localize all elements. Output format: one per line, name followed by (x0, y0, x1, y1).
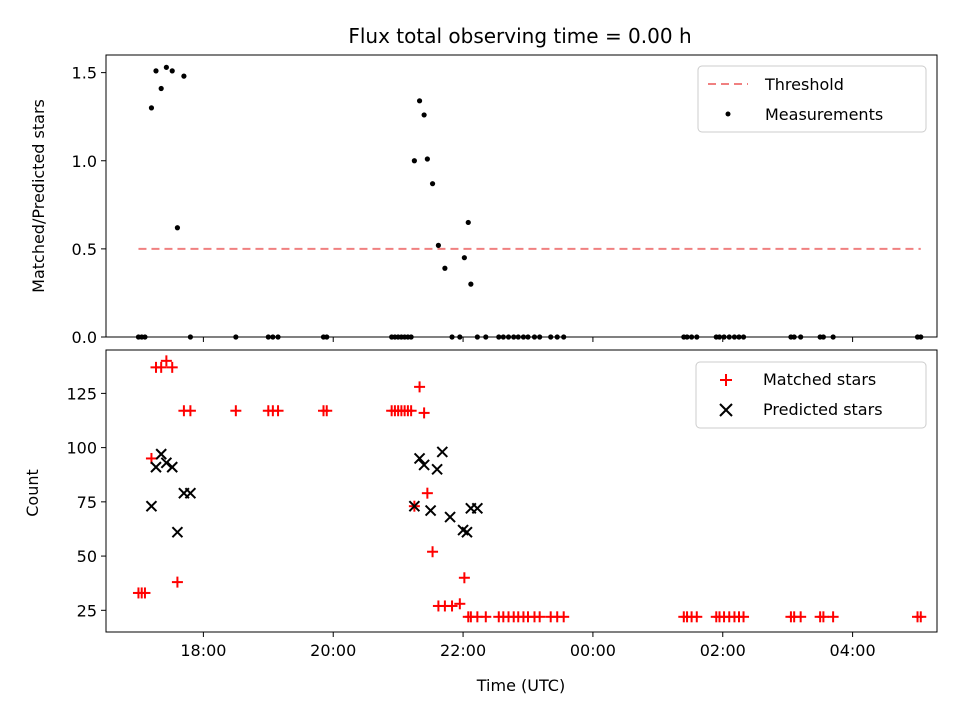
count-y-ticks: 25 50 75 100 125 (66, 384, 106, 620)
predicted-star-point (413, 452, 426, 465)
matched-star-point (321, 405, 333, 417)
matched-star-point (139, 587, 151, 599)
matched-star-point (414, 381, 426, 393)
count-panel: 25 50 75 100 125 18:00 20:00 22:00 00:00 02:00 04… (23, 349, 938, 695)
predicted-star-point (424, 504, 437, 517)
matched-star-point (155, 361, 167, 373)
count-y-tick-label: 50 (77, 547, 97, 566)
measurement-point (429, 181, 436, 187)
measurement-point (181, 73, 187, 79)
matched-legend-label: Matched stars (763, 370, 876, 389)
ratio-axes-frame (105, 54, 938, 338)
matched-star-point (795, 611, 807, 623)
ratio-panel: 0.0 0.5 1.0 1.5 Matched/Predicted stars Thr… (29, 54, 938, 347)
x-tick-label: 18:00 (180, 641, 226, 660)
count-y-tick-label: 125 (66, 384, 97, 403)
predicted-legend-swatch (719, 403, 733, 417)
count-x-ticks: 18:00 20:00 22:00 00:00 02:00 04:00 (180, 632, 876, 660)
measurement-point (435, 242, 441, 248)
predicted-star-point (145, 500, 158, 512)
predicted-star-point (171, 526, 184, 538)
x-tick-label: 00:00 (570, 641, 616, 660)
measurements-legend-swatch (725, 111, 731, 117)
matched-star-point (171, 576, 183, 588)
matched-star-point (558, 611, 570, 623)
matched-star-point (915, 611, 927, 623)
predicted-star-point (418, 459, 430, 471)
measurement-point (461, 255, 467, 261)
ratio-x-ticks (202, 337, 854, 342)
count-legend: Matched stars Predicted stars (695, 361, 927, 429)
matched-star-point (405, 405, 417, 417)
matched-star-point (738, 611, 750, 623)
ratio-legend-box (697, 65, 927, 133)
ratio-y-tick-label: 1.5 (72, 64, 97, 83)
matched-star-point (418, 407, 430, 419)
measurement-point (468, 281, 474, 287)
predicted-star-point (160, 457, 173, 469)
count-axes-frame (105, 349, 938, 633)
predicted-star-point (461, 526, 473, 538)
measurement-point (411, 158, 417, 164)
count-y-tick-label: 75 (77, 493, 97, 512)
matched-star-point (827, 611, 839, 623)
ratio-y-tick-label: 0.0 (72, 328, 97, 347)
matched-star-point (446, 600, 458, 612)
matched-star-point (454, 598, 466, 610)
matched-star-point (480, 611, 492, 623)
measurement-point (169, 68, 175, 74)
ratio-legend: Threshold Measurements (697, 65, 927, 133)
matched-star-point (427, 546, 439, 558)
matched-star-point (458, 572, 470, 584)
ratio-y-tick-label: 0.5 (72, 240, 97, 259)
predicted-legend-label: Predicted stars (763, 400, 883, 419)
predicted-star-point (150, 461, 162, 473)
matched-star-point (534, 611, 546, 623)
x-axis-label: Time (UTC) (476, 676, 565, 695)
x-tick-label: 22:00 (440, 641, 486, 660)
predicted-star-point (408, 500, 421, 512)
count-y-axis-label: Count (23, 469, 42, 517)
matched-legend-swatch (720, 374, 732, 386)
matched-star-point (160, 355, 172, 367)
predicted-star-point (471, 502, 484, 515)
ratio-y-tick-label: 1.0 (72, 152, 97, 171)
measurement-point (163, 64, 169, 70)
ratio-y-axis-label: Matched/Predicted stars (29, 99, 48, 293)
measurement-point (421, 112, 427, 118)
measurement-point (424, 156, 430, 162)
matched-star-point (421, 487, 433, 499)
x-tick-label: 02:00 (700, 641, 746, 660)
count-plot-area (132, 355, 927, 623)
measurement-point (174, 225, 181, 231)
predicted-star-point (184, 487, 197, 499)
matched-star-point (166, 361, 178, 373)
measurements-legend-label: Measurements (765, 105, 883, 124)
matched-star-point (817, 611, 829, 623)
matched-star-point (272, 405, 284, 417)
predicted-star-point (444, 511, 456, 523)
chart-title: Flux total observing time = 0.00 h (348, 24, 691, 48)
measurement-point (416, 98, 423, 104)
ratio-y-ticks: 0.0 0.5 1.0 1.5 (72, 64, 106, 347)
measurement-point (153, 68, 159, 74)
measurement-point (442, 265, 448, 271)
predicted-star-point (155, 448, 167, 460)
predicted-star-point (431, 463, 443, 476)
matched-star-point (184, 405, 196, 417)
x-tick-label: 04:00 (830, 641, 876, 660)
count-y-tick-label: 100 (66, 439, 97, 458)
measurement-point (158, 85, 164, 92)
matched-star-point (691, 611, 703, 623)
count-y-tick-label: 25 (77, 601, 97, 620)
threshold-legend-label: Threshold (764, 75, 844, 94)
predicted-star-point (436, 446, 449, 458)
count-legend-box (695, 361, 927, 429)
measurement-point (465, 219, 471, 226)
x-tick-label: 20:00 (310, 641, 356, 660)
measurement-point (148, 105, 155, 111)
matched-star-point (230, 405, 242, 417)
predicted-star-point (166, 461, 178, 473)
